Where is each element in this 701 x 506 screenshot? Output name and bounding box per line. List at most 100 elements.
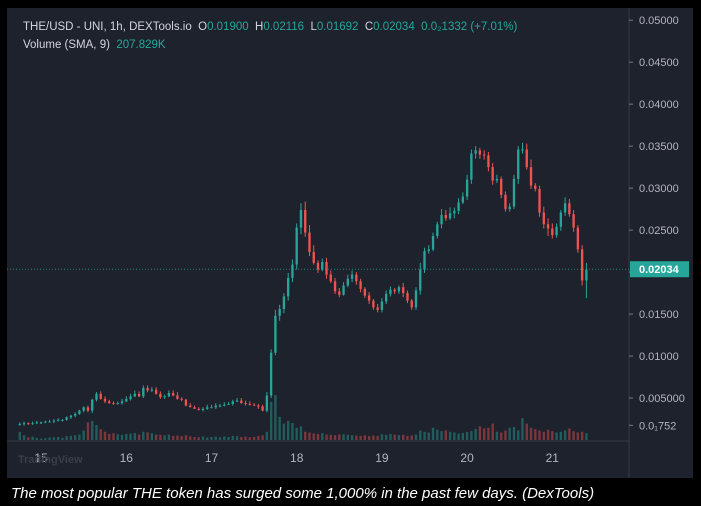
candle-body [367, 295, 371, 301]
candle-body [529, 167, 533, 186]
volume-bar [346, 434, 349, 440]
candle-body [363, 288, 367, 296]
candle-body [402, 287, 405, 294]
volume-bar [99, 429, 102, 440]
candle-body [329, 274, 332, 282]
volume-bar [542, 431, 545, 440]
volume-bar [457, 433, 460, 440]
candlestick-chart[interactable]: 0.05000 0.04500 0.04000 0.03500 0.03000 0.025… [7, 8, 693, 478]
candle-body [551, 228, 554, 236]
volume-bar [167, 434, 171, 440]
candle-body [482, 154, 486, 156]
candle-body [346, 278, 349, 286]
candle-body [214, 405, 217, 408]
volume-bar [261, 435, 264, 440]
candle-body [73, 413, 77, 416]
volume-bar [431, 427, 435, 440]
candle-body [235, 400, 239, 402]
candle-body [35, 422, 38, 424]
volume-bar [73, 435, 77, 440]
volume-bar [372, 435, 375, 440]
volume-bar [414, 434, 418, 440]
volume-bar [171, 435, 175, 440]
last-price-label: 0.02034 [639, 264, 680, 276]
volume-bar [65, 436, 68, 440]
candle-body [52, 420, 56, 422]
low-value: 0.01692 [316, 21, 359, 33]
candle-body [95, 393, 98, 400]
volume-bar [103, 431, 107, 440]
candle-body [27, 423, 30, 425]
close-value: 0.02034 [373, 21, 415, 33]
volume-bar [52, 437, 56, 440]
y-tick-label: 0.01000 [639, 351, 679, 363]
candle-body [159, 393, 162, 398]
candle-body [133, 393, 136, 397]
candle-body [39, 422, 43, 424]
x-tick-label: 16 [120, 451, 134, 465]
x-tick-label: 18 [290, 451, 304, 465]
volume-bar [69, 435, 73, 440]
y-tick-label: 0.03000 [639, 183, 679, 195]
volume-bar [487, 427, 490, 440]
volume-bar [227, 437, 230, 440]
candle-body [227, 403, 230, 405]
candle-body [103, 398, 107, 402]
candle-body [517, 149, 520, 179]
candle-body [470, 153, 473, 180]
y-tick-label: 0.0₁752 [639, 420, 676, 432]
candle-body [504, 194, 507, 210]
volume-bar [218, 437, 222, 440]
candle-body [325, 262, 328, 275]
volume-bar [406, 435, 409, 440]
candle-body [291, 264, 294, 278]
low-label: L [310, 21, 317, 33]
volume-bar [440, 431, 443, 440]
volume-bar [248, 437, 252, 440]
candle-body [487, 155, 490, 168]
candle-body [299, 209, 303, 228]
candle-body [22, 423, 26, 425]
candle-body [274, 315, 277, 353]
volume-bar [517, 430, 520, 440]
candle-body [108, 401, 111, 404]
volume-bar [525, 423, 528, 440]
candle-body [240, 400, 243, 404]
volume-bar [529, 427, 533, 440]
candle-body [257, 405, 260, 407]
volume-bar [35, 437, 38, 440]
candle-body [163, 396, 166, 398]
ohlc-legend: THE/USD - UNI, 1h, DEXTools.io O0.01900 … [23, 21, 517, 33]
volume-bar [478, 426, 482, 440]
volume-bar [189, 436, 192, 440]
volume-bar [265, 431, 269, 440]
volume-bar [31, 436, 34, 440]
volume-bar [555, 432, 558, 440]
x-tick-label: 19 [375, 451, 389, 465]
candle-body [568, 203, 571, 215]
volume-bar [44, 438, 47, 440]
candle-body [197, 408, 200, 410]
volume-bar [325, 434, 328, 440]
volume-bar [252, 437, 256, 440]
volume-bar [295, 427, 298, 440]
volume-bar [534, 429, 537, 440]
candle-body [406, 293, 409, 301]
image-caption: The most popular THE token has surged so… [11, 485, 595, 502]
volume-bar [240, 437, 243, 440]
candle-body [500, 178, 503, 195]
volume-bar [142, 431, 145, 440]
candle-body [491, 167, 494, 181]
volume-bar [384, 434, 388, 440]
candle-body [338, 291, 341, 295]
volume-bar [410, 435, 413, 440]
candle-body [206, 407, 209, 409]
y-tick-label: 0.03500 [639, 141, 679, 153]
candle-body [146, 387, 149, 391]
volume-bar [210, 437, 213, 440]
candle-body [555, 226, 558, 236]
candle-body [465, 179, 469, 197]
chart-panel: 0.05000 0.04500 0.04000 0.03500 0.03000 0.025… [7, 8, 693, 478]
candle-body [18, 424, 21, 426]
